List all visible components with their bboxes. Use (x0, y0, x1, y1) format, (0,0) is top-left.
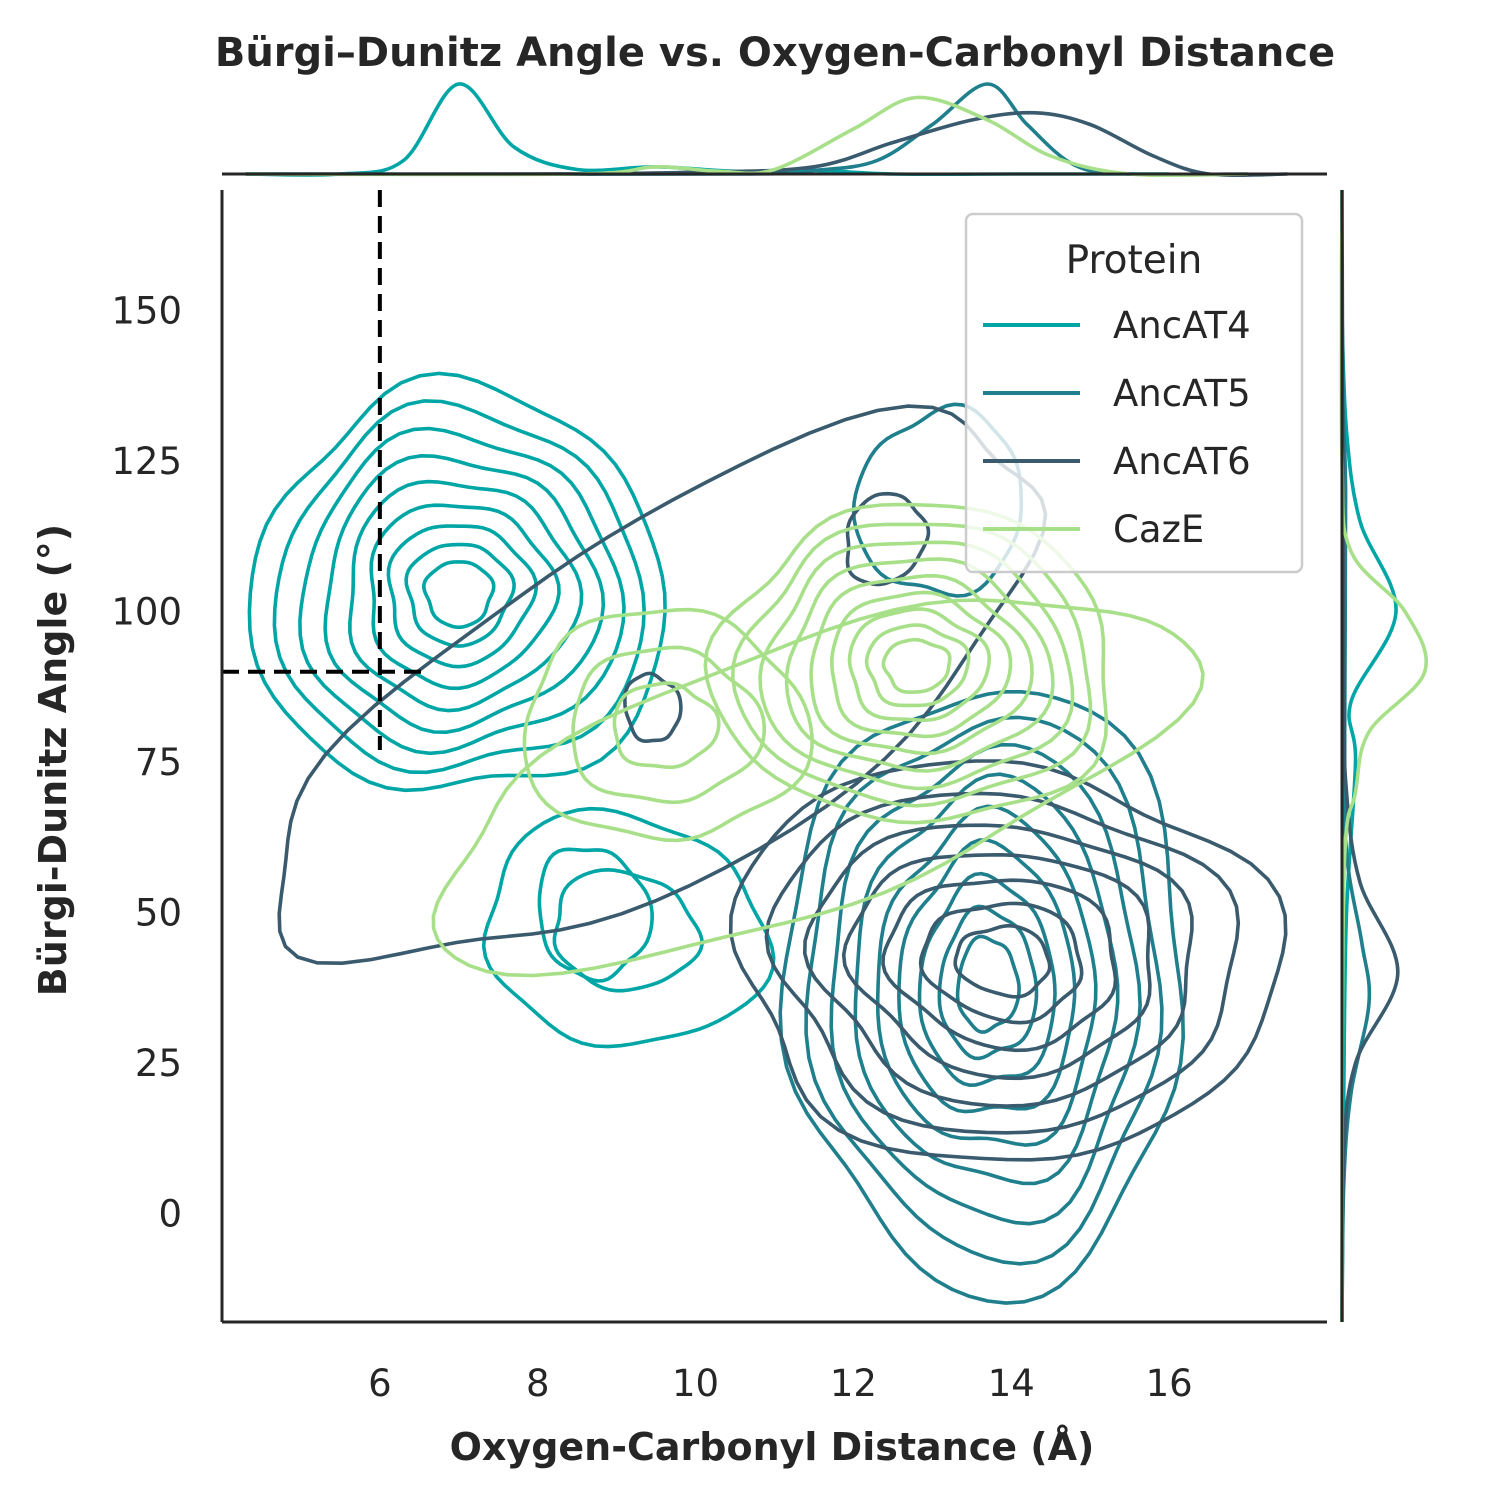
contour-line (784, 557, 1055, 773)
y-tick-label: 0 (158, 1193, 182, 1236)
contour-line (623, 671, 683, 743)
contour-line (937, 904, 1039, 1061)
contour-line (728, 759, 1288, 1162)
contour-line (764, 791, 1241, 1135)
right-marginal-kde (1339, 189, 1428, 1323)
x-tick-label: 6 (368, 1362, 392, 1405)
y-axis-label: Bürgi-Dunitz Angle (°) (31, 524, 75, 996)
contour-line (481, 806, 776, 1049)
chart-title: Bürgi–Dunitz Angle vs. Oxygen-Carbonyl D… (215, 30, 1335, 76)
contour-line (804, 715, 1164, 1266)
reference-lines (222, 190, 428, 750)
contour-line (323, 454, 606, 734)
x-tick-label: 8 (526, 1362, 550, 1405)
contour-line (537, 847, 654, 983)
contour-line (803, 823, 1194, 1108)
contour-line (953, 924, 1052, 999)
contour-line (897, 838, 1077, 1114)
legend-entries: AncAT4 AncAT5 AncAT6 CazE (983, 304, 1251, 551)
contour-line (404, 542, 516, 648)
x-tick-label: 14 (988, 1362, 1035, 1405)
contour-line (955, 934, 1021, 1034)
x-axis-label: Oxygen-Carbonyl Distance (Å) (450, 1425, 1095, 1469)
main-axes: 6 8 10 12 14 16 0 25 50 75 100 125 150 (111, 172, 1344, 1405)
legend: Protein AncAT4 AncAT5 AncAT6 CazE (964, 212, 1304, 574)
contour-line (881, 637, 952, 694)
right-kde-AncAT6 (1340, 189, 1400, 1323)
contour-line (612, 681, 721, 769)
y-tick-label: 100 (111, 590, 182, 633)
contour-series-AncAT4 (247, 371, 776, 1049)
legend-frame (964, 212, 1304, 574)
legend-title: Protein (1066, 238, 1203, 283)
contour-line (830, 590, 1013, 739)
contour-line (917, 871, 1057, 1087)
x-tick-label: 16 (1146, 1362, 1193, 1405)
contour-line (298, 426, 626, 756)
legend-label: CazE (1113, 508, 1204, 551)
x-tick-label: 12 (830, 1362, 877, 1405)
contour-line (847, 607, 991, 722)
contour-series-AncAT6 (277, 404, 1288, 1162)
top-marginal-kde (245, 82, 1288, 178)
y-tick-label: 150 (111, 289, 182, 332)
contour-line (552, 868, 704, 993)
contour-line (348, 479, 584, 713)
contour-line (431, 598, 1205, 978)
contour-line (809, 574, 1034, 756)
x-axis-ticks: 6 8 10 12 14 16 (368, 1362, 1193, 1405)
y-tick-label: 25 (135, 1042, 182, 1085)
contour-line (841, 853, 1152, 1081)
contour-line (571, 645, 766, 805)
contour-line (522, 607, 814, 843)
x-tick-label: 10 (672, 1362, 719, 1405)
y-axis-ticks: 0 25 50 75 100 125 150 (111, 289, 182, 1235)
y-tick-label: 75 (135, 741, 182, 784)
contour-layer (247, 371, 1288, 1305)
contour-line (247, 371, 667, 793)
contour-line (386, 524, 539, 669)
contour-line (272, 399, 646, 775)
legend-label: AncAT5 (1113, 372, 1251, 415)
legend-label: AncAT4 (1113, 304, 1251, 347)
contour-line (422, 560, 496, 630)
contour-line (369, 503, 561, 691)
top-kde-AncAT6 (245, 110, 1288, 178)
contour-line (277, 404, 1048, 965)
y-tick-label: 50 (135, 892, 182, 935)
contour-line (881, 878, 1118, 1053)
contour-line (829, 742, 1142, 1226)
contour-line (918, 901, 1084, 1025)
legend-label: AncAT6 (1113, 440, 1251, 483)
contour-line (875, 804, 1098, 1147)
right-kde-AncAT4 (1339, 189, 1398, 1323)
y-tick-label: 125 (111, 440, 182, 483)
contour-line (845, 491, 931, 587)
contour-line (864, 623, 971, 708)
